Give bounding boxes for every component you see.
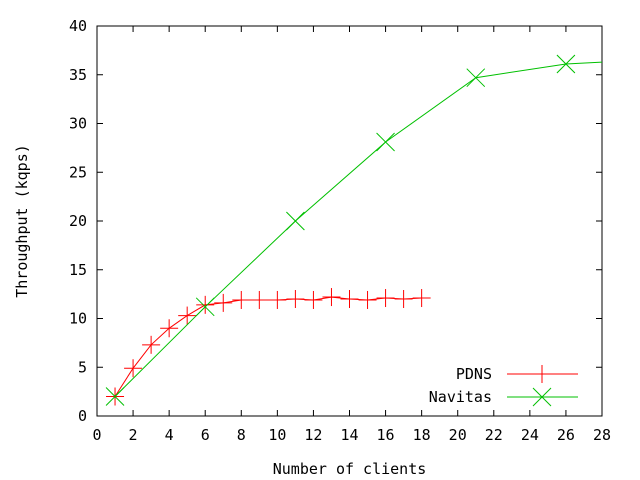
data-point [533, 365, 551, 383]
x-tick-label: 0 [92, 426, 101, 444]
data-point [286, 290, 305, 308]
data-point [232, 290, 251, 309]
data-point [466, 68, 486, 88]
y-axis-title: Throughput (kqps) [13, 144, 31, 298]
x-tick-label: 18 [413, 426, 431, 444]
x-tick-label: 2 [129, 426, 138, 444]
data-point [322, 288, 341, 307]
data-point [124, 359, 143, 378]
series-line-navitas [114, 61, 603, 397]
y-tick-label: 10 [69, 310, 87, 328]
y-tick-label: 15 [69, 261, 87, 279]
data-point [250, 290, 269, 309]
data-point [532, 387, 552, 407]
x-tick-label: 24 [521, 426, 539, 444]
data-point [178, 306, 197, 325]
data-point [195, 297, 215, 317]
data-point [394, 290, 413, 308]
y-tick-label: 40 [69, 17, 87, 35]
legend-label-navitas: Navitas [429, 388, 492, 406]
x-tick-label: 10 [268, 426, 286, 444]
x-tick-label: 22 [485, 426, 503, 444]
series-layer [105, 54, 603, 406]
y-tick-label: 35 [69, 66, 87, 84]
y-tick-label: 5 [78, 358, 87, 376]
x-axis-title: Number of clients [273, 460, 427, 478]
x-tick-label: 20 [449, 426, 467, 444]
data-point [196, 295, 215, 314]
data-point [214, 293, 233, 312]
data-point [105, 387, 125, 406]
x-tick-label: 12 [304, 426, 322, 444]
y-tick-label: 20 [69, 212, 87, 230]
x-tick-label: 6 [201, 426, 210, 444]
data-point [412, 289, 431, 308]
series-line-pdns [114, 296, 422, 397]
data-point [142, 335, 161, 354]
axis-ticks: 0 2 4 6 8 10 12 14 16 18 20 22 24 26 28051015202530354… [69, 17, 611, 444]
x-tick-label: 28 [593, 426, 611, 444]
data-point [340, 290, 359, 308]
data-point [376, 289, 395, 308]
data-point [286, 211, 305, 231]
data-point [268, 290, 287, 309]
data-point [358, 290, 377, 309]
legend: PDNS Navitas [429, 365, 578, 407]
x-tick-label: 16 [377, 426, 395, 444]
x-tick-label: 4 [165, 426, 174, 444]
y-tick-label: 25 [69, 163, 87, 181]
data-point [376, 132, 395, 152]
x-tick-label: 26 [557, 426, 575, 444]
x-tick-label: 8 [237, 426, 246, 444]
x-tick-label: 14 [340, 426, 358, 444]
plot-frame [96, 25, 603, 417]
data-point [556, 54, 576, 74]
legend-label-pdns: PDNS [456, 365, 492, 383]
data-point [304, 290, 323, 309]
y-tick-label: 30 [69, 115, 87, 133]
y-tick-label: 0 [78, 407, 87, 425]
data-point [160, 319, 179, 338]
